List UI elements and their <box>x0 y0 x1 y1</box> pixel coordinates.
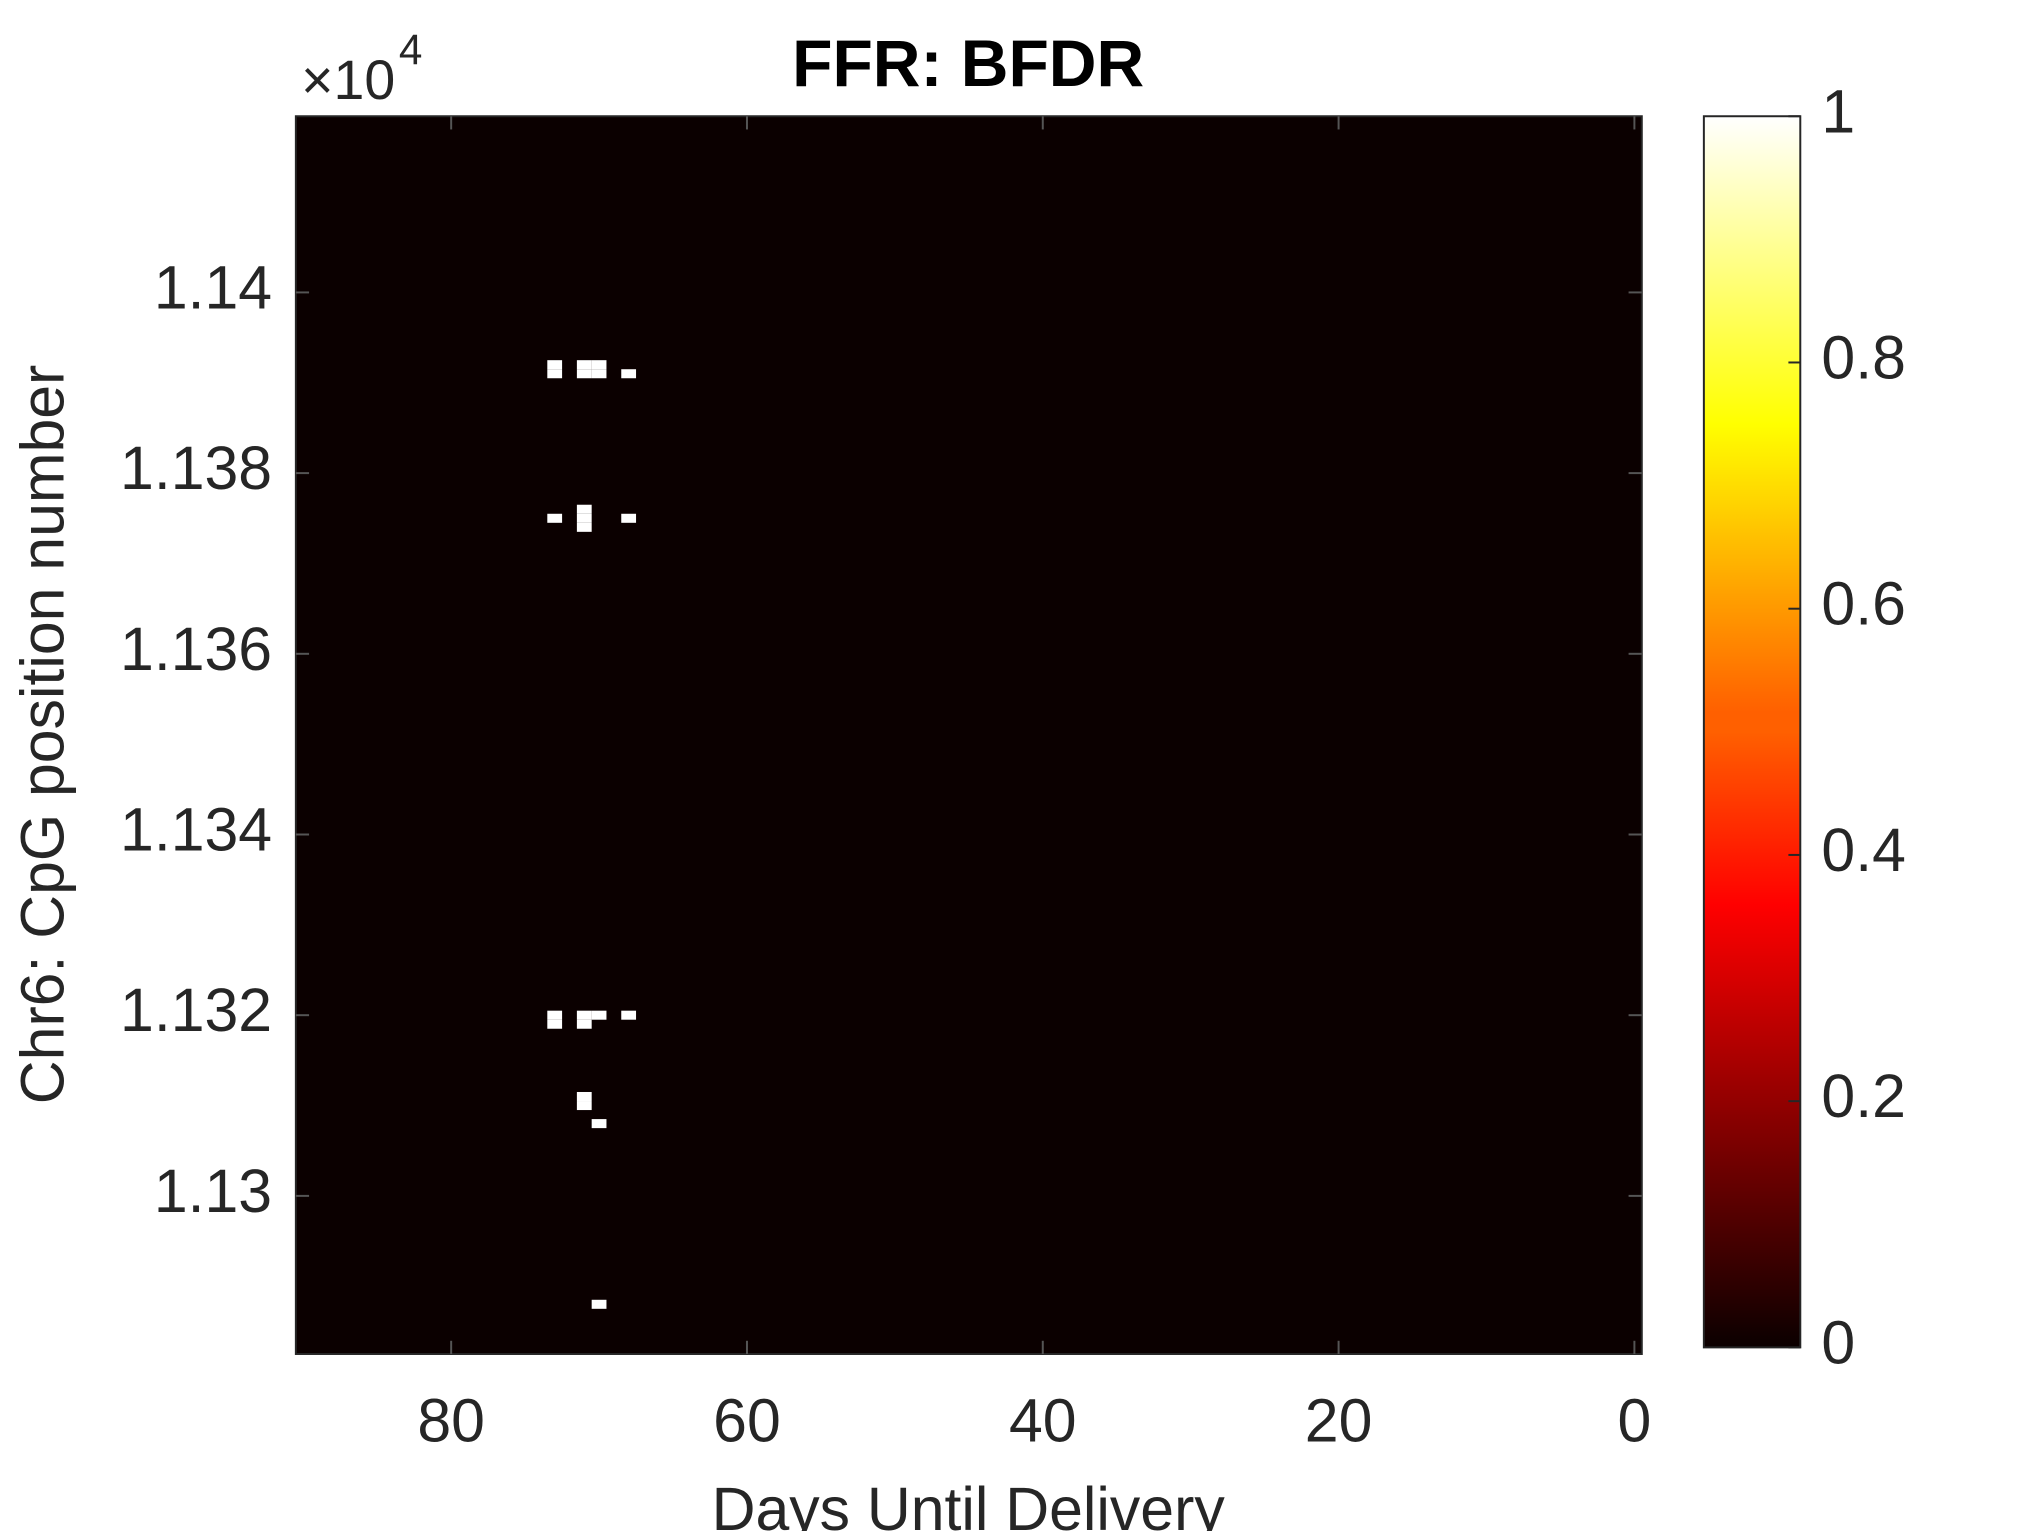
heatmap-cell <box>547 1019 563 1029</box>
heatmap-cell <box>576 504 592 514</box>
y-tick-label: 1.14 <box>154 253 272 321</box>
heatmap-cell <box>576 369 592 379</box>
y-tick-label: 1.138 <box>120 434 272 502</box>
y-scale-exponent: 4 <box>399 26 422 73</box>
heatmap-cell <box>621 513 637 523</box>
colorbar <box>1702 115 1802 1349</box>
y-tick-label: 1.13 <box>154 1157 272 1225</box>
colorbar-tick-label: 1 <box>1821 77 1855 145</box>
heatmap-cell <box>591 1119 607 1129</box>
plot-background <box>295 116 1642 1354</box>
y-tick-label: 1.136 <box>120 615 272 683</box>
heatmap-cell <box>576 1019 592 1029</box>
x-tick-label: 80 <box>417 1386 485 1454</box>
heatmap-cell <box>547 360 563 370</box>
heatmap-cell <box>576 522 592 532</box>
heatmap-cell <box>576 513 592 523</box>
heatmap-cell <box>576 1010 592 1020</box>
heatmap-cell <box>621 369 637 379</box>
heatmap-cell <box>547 513 563 523</box>
x-tick-label: 0 <box>1617 1386 1651 1454</box>
heatmap-cell <box>621 1010 637 1020</box>
y-scale-label: ×10 <box>301 49 395 111</box>
axes-box <box>294 115 1643 1355</box>
heatmap-cell <box>591 360 607 370</box>
y-tick-label: 1.132 <box>120 976 272 1044</box>
colorbar-tick-label: 0.6 <box>1821 570 1905 638</box>
heatmap-cell <box>547 1010 563 1020</box>
x-tick-label: 60 <box>713 1386 781 1454</box>
heatmap-cell <box>591 369 607 379</box>
heatmap-cell <box>547 369 563 379</box>
colorbar-tick-label: 0 <box>1821 1308 1855 1376</box>
colorbar-tick-label: 0.4 <box>1821 816 1905 884</box>
x-tick-label: 20 <box>1305 1386 1373 1454</box>
heatmap-cell <box>591 1299 607 1309</box>
heatmap-cell <box>576 1101 592 1111</box>
x-axis-label: Days Until Delivery <box>712 1475 1226 1531</box>
y-axis-label: Chr6: CpG position number <box>9 365 77 1105</box>
x-tick-label: 40 <box>1009 1386 1077 1454</box>
y-tick-label: 1.134 <box>120 796 272 864</box>
heatmap-cell <box>576 360 592 370</box>
heatmap-cell <box>591 1010 607 1020</box>
heatmap-cell <box>576 1091 592 1102</box>
colorbar-tick-label: 0.8 <box>1821 324 1905 392</box>
colorbar-tick-label: 0.2 <box>1821 1062 1905 1130</box>
chart-title: FFR: BFDR <box>792 26 1144 100</box>
